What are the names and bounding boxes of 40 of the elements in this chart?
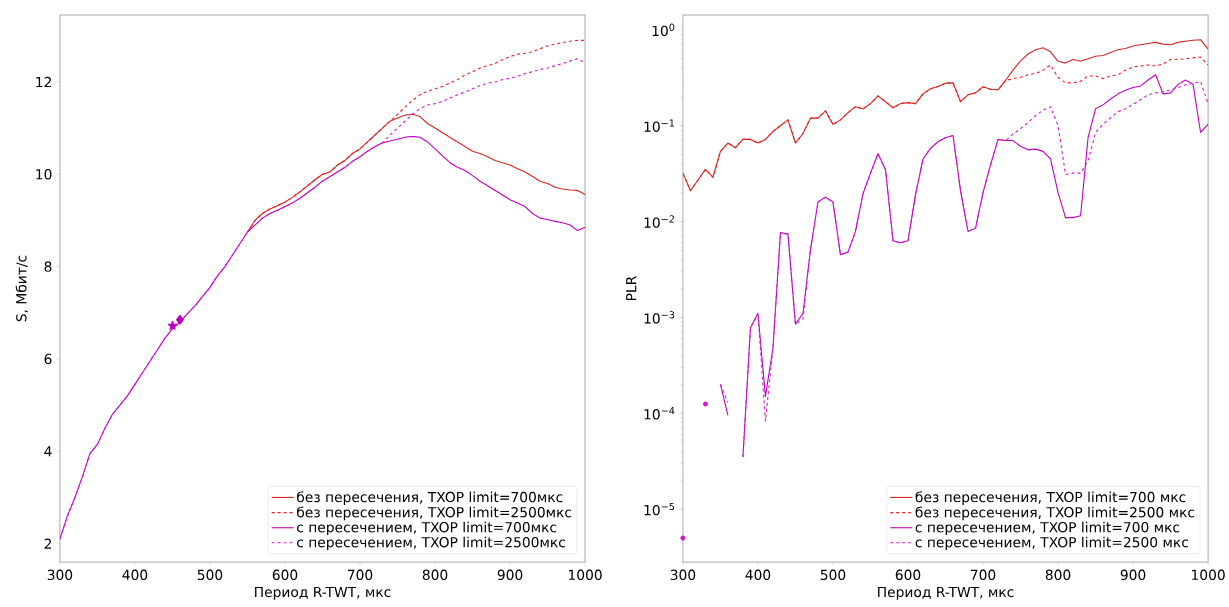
x-tick-label: 700 bbox=[347, 569, 373, 581]
y-tick-label: 8 bbox=[44, 261, 52, 272]
x-tick-label: 1000 bbox=[569, 569, 602, 581]
legend-label: с пересечением, TXOP limit=700мкс bbox=[297, 521, 557, 536]
x-tick-label: 1000 bbox=[1192, 569, 1225, 581]
y-tick-label: 12 bbox=[36, 76, 52, 88]
y-axis-title: S, Мбит/с bbox=[15, 255, 28, 322]
x-tick-label: 300 bbox=[670, 569, 696, 581]
x-tick-label: 700 bbox=[970, 569, 996, 581]
legend-label: с пересечением, TXOP limit=700 мкс bbox=[915, 521, 1180, 536]
x-tick-label: 600 bbox=[272, 569, 298, 581]
y-tick-label: 10$^{−2}$ bbox=[644, 215, 674, 228]
y-tick-label: 4 bbox=[44, 446, 52, 457]
y-tick-label: 10$^{−1}$ bbox=[644, 119, 675, 132]
legend-label: без пересечения, TXOP limit=2500 мкс bbox=[915, 506, 1195, 521]
legend-label: без пересечения, TXOP limit=700мкс bbox=[297, 491, 563, 505]
legend-label: с пересечением, TXOP limit=2500мкс bbox=[297, 536, 565, 551]
y-tick-label: 2 bbox=[44, 538, 52, 549]
y-tick-label: 10$^{−4}$ bbox=[644, 407, 675, 420]
y-axis-title: PLR bbox=[626, 276, 637, 300]
legend-label: без пересечения, TXOP limit=700 мкс bbox=[915, 491, 1186, 505]
y-tick-label: 10$^{−3}$ bbox=[644, 311, 675, 324]
y-tick-label: 10$^{0}$ bbox=[652, 23, 675, 37]
x-tick-label: 900 bbox=[497, 569, 523, 581]
legend-label: без пересечения, TXOP limit=2500мкс bbox=[297, 506, 572, 521]
x-tick-label: 800 bbox=[422, 569, 448, 581]
y-tick-label: 6 bbox=[44, 353, 52, 365]
x-tick-label: 900 bbox=[1120, 569, 1146, 581]
x-tick-label: 600 bbox=[895, 569, 921, 581]
y-tick-label: 10 bbox=[36, 169, 52, 180]
x-tick-label: 300 bbox=[47, 569, 73, 581]
x-tick-label: 800 bbox=[1045, 569, 1071, 581]
x-tick-label: 400 bbox=[122, 569, 148, 581]
x-tick-label: 500 bbox=[197, 569, 223, 581]
legend-label: с пересечением, TXOP limit=2500 мкс bbox=[915, 536, 1188, 551]
x-tick-label: 400 bbox=[745, 569, 771, 581]
y-tick-label: 10$^{−5}$ bbox=[644, 502, 675, 516]
x-axis-title: Период R-TWT, мкс bbox=[255, 586, 391, 600]
x-axis-title: Период R-TWT, мкс bbox=[878, 586, 1014, 600]
x-tick-label: 500 bbox=[820, 569, 846, 581]
